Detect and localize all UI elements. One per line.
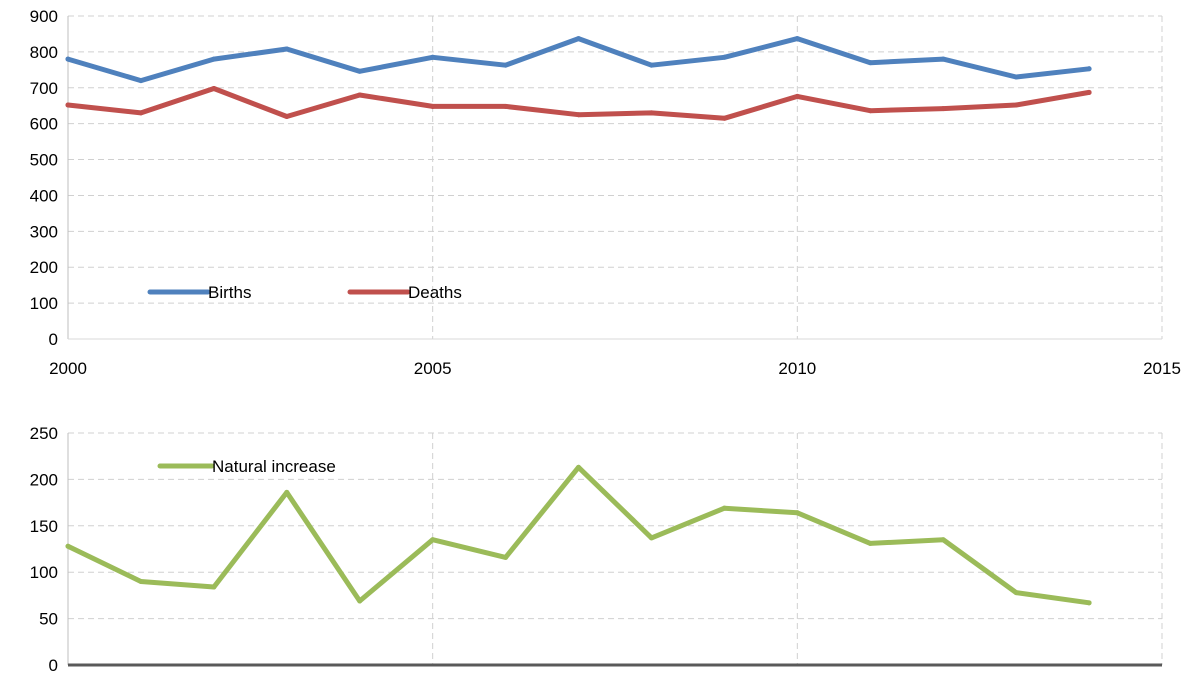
y-tick-label: 100 — [30, 563, 58, 582]
legend-label: Births — [208, 283, 251, 302]
x-tick-label: 2015 — [1143, 359, 1181, 378]
y-tick-label: 200 — [30, 258, 58, 277]
series-line-natural-increase — [65, 464, 1092, 606]
y-tick-label: 900 — [30, 7, 58, 26]
data-point — [65, 102, 71, 108]
data-point — [1086, 66, 1092, 72]
y-tick-label: 0 — [49, 656, 58, 675]
data-point — [867, 108, 873, 114]
y-tick-label: 400 — [30, 186, 58, 205]
data-point — [65, 56, 71, 62]
data-point — [794, 36, 800, 42]
x-tick-label: 2010 — [778, 359, 816, 378]
data-point — [648, 62, 654, 68]
data-point — [1086, 89, 1092, 95]
data-point — [648, 535, 654, 541]
data-point — [1013, 74, 1019, 80]
legend-label: Natural increase — [212, 457, 336, 476]
series-line-births — [65, 36, 1092, 84]
data-point — [721, 505, 727, 511]
data-point — [284, 46, 290, 52]
data-point — [357, 68, 363, 74]
data-point — [284, 113, 290, 119]
data-point — [940, 106, 946, 112]
data-point — [430, 54, 436, 60]
y-tick-label: 600 — [30, 115, 58, 134]
natural-increase-chart: 0 50 100 150 200 250 Natural increase — [30, 424, 1163, 675]
data-point — [284, 489, 290, 495]
y-tick-label: 500 — [30, 151, 58, 170]
y-tick-label: 150 — [30, 517, 58, 536]
data-point — [430, 103, 436, 109]
y-tick-label: 250 — [30, 424, 58, 443]
data-point — [1013, 590, 1019, 596]
y-tick-label: 0 — [49, 330, 58, 349]
data-point — [138, 578, 144, 584]
data-point — [576, 36, 582, 42]
y-tick-label: 100 — [30, 294, 58, 313]
legend-label: Deaths — [408, 283, 462, 302]
data-point — [211, 584, 217, 590]
data-point — [721, 115, 727, 121]
data-point — [648, 110, 654, 116]
x-tick-label: 2000 — [49, 359, 87, 378]
data-point — [576, 112, 582, 118]
data-point — [867, 540, 873, 546]
data-point — [138, 110, 144, 116]
data-point — [357, 92, 363, 98]
data-point — [721, 54, 727, 60]
y-tick-label: 50 — [39, 610, 58, 629]
y-tick-label: 300 — [30, 222, 58, 241]
y-tick-label: 200 — [30, 470, 58, 489]
data-point — [576, 464, 582, 470]
births-deaths-chart: 0 100 200 300 400 500 600 700 800 900 2000 2005 2010… — [30, 7, 1181, 378]
data-point — [211, 56, 217, 62]
data-point — [794, 510, 800, 516]
data-point — [1086, 600, 1092, 606]
data-point — [940, 537, 946, 543]
data-point — [211, 85, 217, 91]
data-point — [357, 598, 363, 604]
data-point — [794, 93, 800, 99]
y-tick-label: 700 — [30, 79, 58, 98]
data-point — [940, 56, 946, 62]
data-point — [503, 554, 509, 560]
data-point — [65, 543, 71, 549]
data-point — [430, 537, 436, 543]
data-point — [1013, 102, 1019, 108]
data-point — [138, 78, 144, 84]
data-point — [867, 60, 873, 66]
data-point — [503, 103, 509, 109]
y-tick-label: 800 — [30, 43, 58, 62]
x-tick-label: 2005 — [414, 359, 452, 378]
data-point — [503, 62, 509, 68]
